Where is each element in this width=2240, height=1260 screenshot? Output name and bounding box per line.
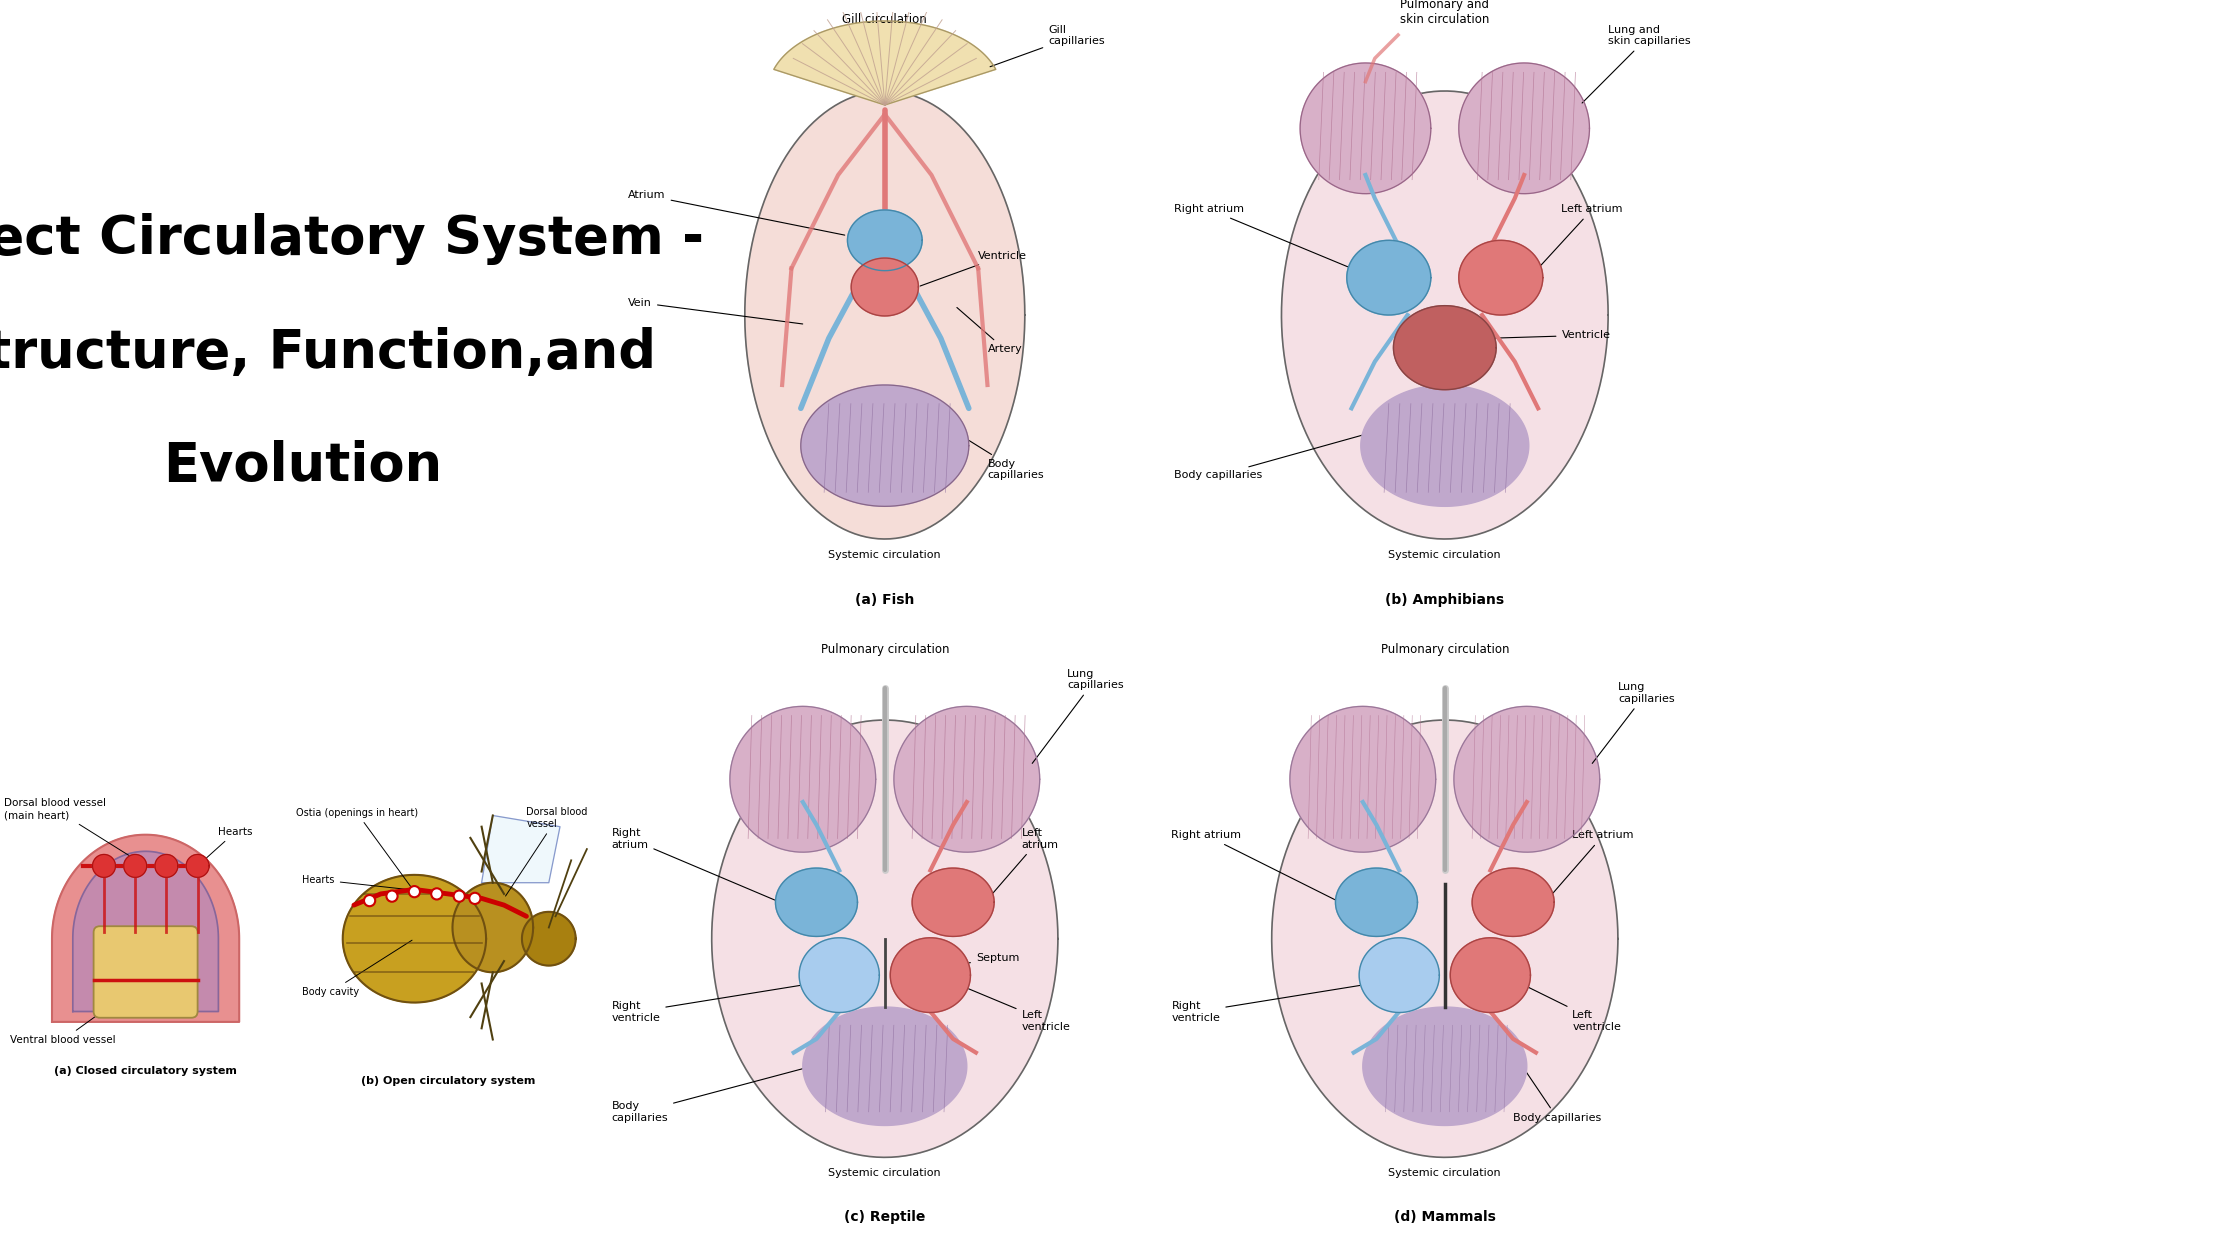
Text: Gill circulation: Gill circulation (842, 13, 927, 25)
Polygon shape (1360, 937, 1440, 1013)
Polygon shape (889, 937, 970, 1013)
Text: (a) Fish: (a) Fish (856, 593, 914, 607)
Text: Left atrium: Left atrium (1548, 830, 1633, 900)
Polygon shape (712, 719, 1057, 1158)
Polygon shape (1272, 719, 1617, 1158)
Polygon shape (1458, 241, 1543, 315)
Text: Right atrium: Right atrium (1172, 830, 1337, 901)
Text: Hearts: Hearts (199, 827, 253, 864)
Text: Left
ventricle: Left ventricle (1525, 985, 1622, 1032)
Text: (b) Open circulatory system: (b) Open circulatory system (361, 1076, 535, 1086)
Circle shape (452, 891, 466, 902)
Text: Right
ventricle: Right ventricle (612, 985, 804, 1023)
Circle shape (408, 886, 421, 897)
Polygon shape (452, 883, 533, 973)
Text: Artery: Artery (956, 307, 1021, 354)
Text: Dorsal blood vessel
(main heart): Dorsal blood vessel (main heart) (4, 799, 143, 864)
Polygon shape (522, 912, 576, 965)
Polygon shape (730, 707, 876, 852)
Polygon shape (1362, 386, 1528, 507)
Text: Body cavity: Body cavity (302, 940, 412, 997)
Polygon shape (1393, 306, 1496, 389)
Text: Right atrium: Right atrium (1174, 204, 1348, 267)
Polygon shape (1449, 937, 1530, 1013)
Polygon shape (912, 868, 995, 936)
Text: Systemic circulation: Systemic circulation (1389, 549, 1501, 559)
Text: Gill
capillaries: Gill capillaries (990, 25, 1104, 67)
Polygon shape (802, 1007, 968, 1125)
Text: Ventral blood vessel: Ventral blood vessel (11, 982, 143, 1045)
Text: Left
ventricle: Left ventricle (961, 985, 1071, 1032)
Text: Left atrium: Left atrium (1541, 204, 1624, 266)
Text: Systemic circulation: Systemic circulation (829, 1168, 941, 1178)
Polygon shape (1454, 707, 1599, 852)
Polygon shape (1346, 241, 1431, 315)
Text: Body
capillaries: Body capillaries (956, 433, 1044, 480)
Text: Ventricle: Ventricle (921, 251, 1028, 286)
Circle shape (470, 893, 482, 903)
Text: Structure, Function,and: Structure, Function,and (0, 326, 656, 379)
Text: Pulmonary circulation: Pulmonary circulation (1380, 644, 1510, 656)
Text: (b) Amphibians: (b) Amphibians (1384, 593, 1505, 607)
Text: (d) Mammals: (d) Mammals (1393, 1210, 1496, 1225)
Polygon shape (847, 210, 923, 271)
Text: Insect Circulatory System -: Insect Circulatory System - (0, 213, 703, 266)
Polygon shape (52, 834, 240, 1022)
Circle shape (363, 895, 376, 906)
Text: Hearts: Hearts (302, 874, 446, 893)
Circle shape (430, 888, 444, 900)
Polygon shape (1281, 91, 1608, 539)
Text: Lung
capillaries: Lung capillaries (1593, 682, 1676, 764)
Text: Vein: Vein (627, 297, 802, 324)
Text: Body capillaries: Body capillaries (1514, 1055, 1602, 1123)
Polygon shape (72, 852, 217, 1012)
Polygon shape (775, 868, 858, 936)
Polygon shape (1472, 868, 1555, 936)
Polygon shape (1362, 1007, 1528, 1125)
Text: Evolution: Evolution (164, 440, 441, 493)
Text: Left
atrium: Left atrium (988, 828, 1060, 900)
Polygon shape (343, 874, 486, 1003)
Text: Lung
capillaries: Lung capillaries (1033, 669, 1124, 764)
Polygon shape (1335, 868, 1418, 936)
Polygon shape (773, 21, 997, 105)
Polygon shape (746, 91, 1024, 539)
Text: Lung and
skin capillaries: Lung and skin capillaries (1581, 25, 1691, 103)
Text: Body
capillaries: Body capillaries (612, 1067, 809, 1123)
Polygon shape (482, 815, 560, 883)
Polygon shape (894, 707, 1039, 852)
Text: Pulmonary circulation: Pulmonary circulation (820, 644, 950, 656)
Text: Right
ventricle: Right ventricle (1172, 985, 1364, 1023)
Text: (a) Closed circulatory system: (a) Closed circulatory system (54, 1066, 237, 1076)
Polygon shape (155, 854, 177, 877)
Text: Right
atrium: Right atrium (612, 828, 777, 901)
Text: (c) Reptile: (c) Reptile (844, 1210, 925, 1225)
Text: Body capillaries: Body capillaries (1174, 432, 1373, 480)
Polygon shape (1458, 63, 1590, 194)
Polygon shape (802, 386, 968, 507)
Polygon shape (186, 854, 208, 877)
FancyBboxPatch shape (94, 926, 197, 1018)
Polygon shape (1299, 63, 1431, 194)
Text: Systemic circulation: Systemic circulation (829, 549, 941, 559)
Text: Dorsal blood
vessel: Dorsal blood vessel (506, 808, 587, 896)
Polygon shape (851, 258, 918, 316)
Polygon shape (1290, 707, 1436, 852)
Text: Pulmonary and
skin circulation: Pulmonary and skin circulation (1400, 0, 1490, 25)
Polygon shape (123, 854, 146, 877)
Polygon shape (800, 937, 880, 1013)
Text: Ostia (openings in heart): Ostia (openings in heart) (296, 808, 419, 890)
Text: Atrium: Atrium (627, 190, 844, 236)
Text: Ventricle: Ventricle (1490, 330, 1611, 340)
Text: Septum: Septum (892, 954, 1019, 975)
Text: Systemic circulation: Systemic circulation (1389, 1168, 1501, 1178)
Polygon shape (92, 854, 116, 877)
Circle shape (385, 891, 399, 902)
